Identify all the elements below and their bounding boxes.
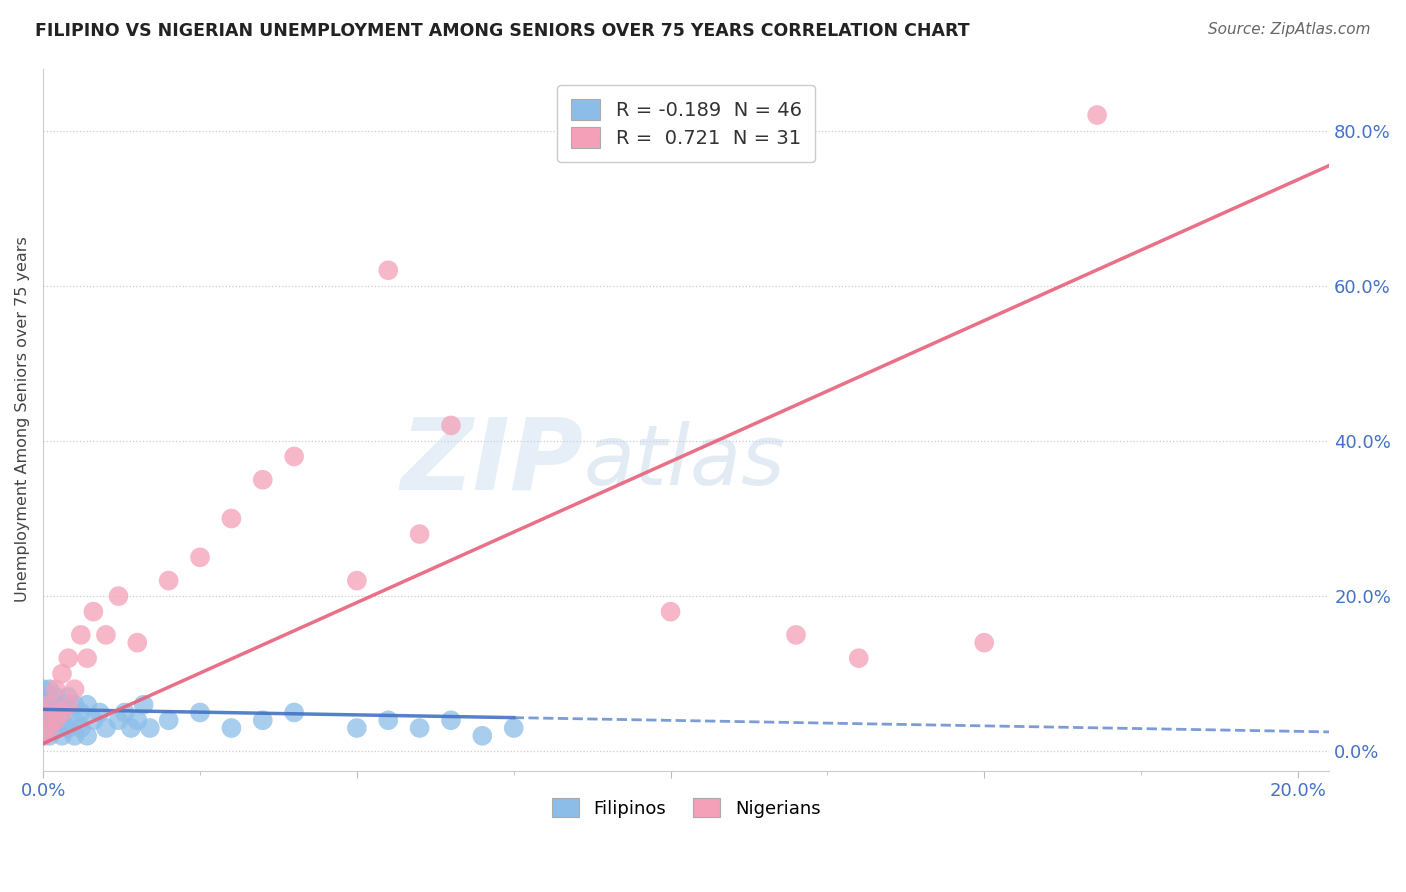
Point [51,729,73,743]
Point [38,721,60,735]
Point [408,721,430,735]
Point [32,706,55,720]
Point [69,628,91,642]
Point [94,628,117,642]
Point [58,690,80,704]
Point [440,713,463,727]
Point [157,713,180,727]
Point [1085,108,1108,122]
Point [107,713,129,727]
Point [32,721,55,735]
Point [252,473,274,487]
Point [63,698,86,712]
Point [440,418,463,433]
Point [848,651,870,665]
Point [283,450,305,464]
Text: ZIP: ZIP [401,413,583,510]
Point [76,698,98,712]
Point [38,713,60,727]
Point [58,721,80,735]
Point [69,706,91,720]
Text: atlas: atlas [583,421,785,502]
Point [471,729,494,743]
Point [252,713,274,727]
Point [32,729,55,743]
Point [139,721,162,735]
Point [32,690,55,704]
Point [221,721,243,735]
Point [45,690,67,704]
Point [377,713,399,727]
Point [973,635,995,649]
Point [659,605,682,619]
Point [82,605,104,619]
Point [63,729,86,743]
Point [127,635,149,649]
Point [51,713,73,727]
Point [76,729,98,743]
Point [58,651,80,665]
Text: Source: ZipAtlas.com: Source: ZipAtlas.com [1208,22,1371,37]
Point [51,698,73,712]
Point [45,721,67,735]
Point [283,706,305,720]
Point [58,698,80,712]
Point [107,589,129,603]
Point [785,628,807,642]
Point [188,550,211,565]
Point [408,527,430,541]
Point [82,713,104,727]
Point [69,721,91,735]
Point [377,263,399,277]
Point [32,698,55,712]
Point [32,729,55,743]
Point [51,666,73,681]
Point [32,713,55,727]
Point [94,721,117,735]
Point [45,713,67,727]
Point [38,698,60,712]
Point [502,721,524,735]
Point [188,706,211,720]
Legend: Filipinos, Nigerians: Filipinos, Nigerians [544,791,828,825]
Point [32,682,55,697]
Point [76,651,98,665]
Point [45,682,67,697]
Point [157,574,180,588]
Point [346,574,368,588]
Point [51,706,73,720]
Point [114,706,136,720]
Text: FILIPINO VS NIGERIAN UNEMPLOYMENT AMONG SENIORS OVER 75 YEARS CORRELATION CHART: FILIPINO VS NIGERIAN UNEMPLOYMENT AMONG … [35,22,970,40]
Point [221,511,243,525]
Point [120,721,142,735]
Point [63,713,86,727]
Point [346,721,368,735]
Point [132,698,155,712]
Point [127,713,149,727]
Point [38,729,60,743]
Point [63,682,86,697]
Point [45,706,67,720]
Point [89,706,111,720]
Point [38,698,60,712]
Y-axis label: Unemployment Among Seniors over 75 years: Unemployment Among Seniors over 75 years [15,236,30,602]
Point [38,682,60,697]
Point [32,706,55,720]
